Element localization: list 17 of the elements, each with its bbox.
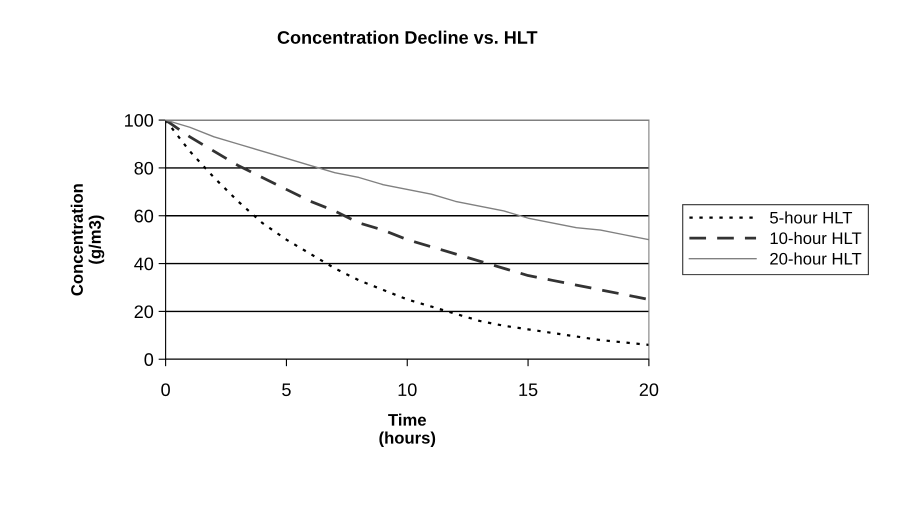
y-tick-label: 40 (134, 258, 154, 270)
chart-title: Concentration Decline vs. HLT (278, 30, 538, 44)
y-tick-label: 60 (134, 210, 154, 222)
x-tick-label: 20 (640, 383, 658, 396)
y-tick-label: 100 (125, 114, 154, 127)
y-tick-label: 80 (134, 162, 154, 175)
x-tick-label: 0 (161, 383, 170, 396)
x-tick-label: 15 (519, 384, 538, 396)
x-tick-label: 5 (282, 384, 291, 396)
y-axis-title: Concentration (g/m3) (70, 184, 104, 296)
legend-label: 10-hour HLT (770, 232, 862, 244)
y-tick-label: 0 (144, 353, 154, 366)
x-tick-label: 10 (398, 383, 417, 396)
legend-label: 20-hour HLT (770, 252, 862, 265)
x-axis-title: Time (hours) (379, 414, 436, 448)
legend-label: 5-hour HLT (770, 211, 852, 224)
y-tick-label: 20 (134, 305, 154, 318)
